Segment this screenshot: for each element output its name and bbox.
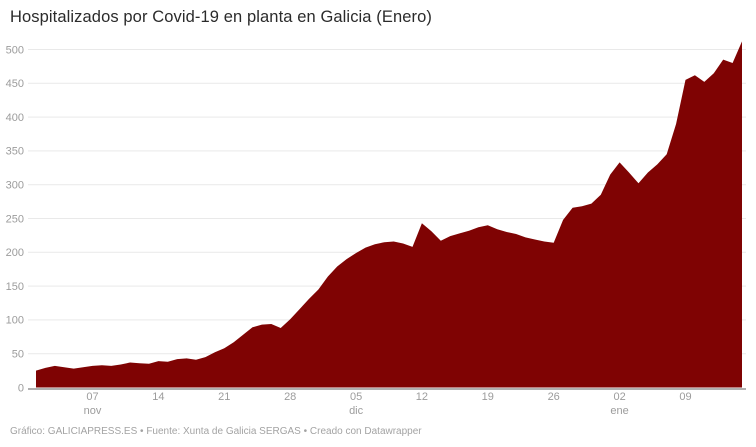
y-axis-label: 50 [12,349,24,361]
x-axis-month-label: dic [349,405,364,417]
y-axis-label: 250 [6,213,24,225]
y-axis-label: 0 [18,382,24,394]
x-axis-label: 12 [416,391,428,403]
x-axis-label: 05 [350,391,362,403]
y-axis-label: 150 [6,281,24,293]
chart-title: Hospitalizados por Covid-19 en planta en… [10,8,432,26]
y-axis-label: 100 [6,315,24,327]
x-axis-label: 26 [548,391,560,403]
x-axis-label: 14 [152,391,164,403]
x-axis-month-label: ene [610,405,628,417]
y-axis-label: 400 [6,112,24,124]
x-axis-label: 02 [613,391,625,403]
x-axis-label: 21 [218,391,230,403]
x-axis-label: 07 [86,391,98,403]
x-axis-month-label: nov [84,405,102,417]
y-axis-label: 200 [6,247,24,259]
hospitalized-area-series [36,41,742,388]
y-axis-label: 450 [6,78,24,90]
y-axis-label: 500 [6,44,24,56]
x-axis-label: 19 [482,391,494,403]
y-axis-label: 300 [6,180,24,192]
y-axis-label: 350 [6,146,24,158]
chart-footer: Gráfico: GALICIAPRESS.ES • Fuente: Xunta… [10,426,422,437]
x-axis-label: 09 [679,391,691,403]
x-axis-label: 28 [284,391,296,403]
